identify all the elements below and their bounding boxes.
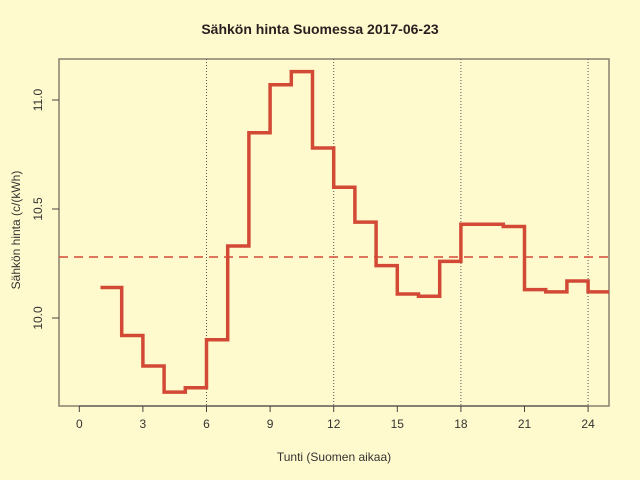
chart-title: Sähkön hinta Suomessa 2017-06-23	[201, 21, 439, 37]
price-step-line	[100, 69, 609, 394]
y-tick-label: 10.0	[31, 306, 45, 330]
x-tick-label: 15	[391, 417, 405, 431]
x-tick-label: 24	[581, 417, 595, 431]
x-tick-label: 9	[267, 417, 274, 431]
y-axis-ticks: 10.0 10.5 11.0	[31, 88, 59, 330]
vertical-gridlines	[206, 59, 589, 406]
x-tick-label: 12	[327, 417, 341, 431]
y-tick-label: 11.0	[31, 88, 45, 111]
x-tick-label: 6	[203, 417, 210, 431]
x-tick-label: 3	[140, 417, 147, 431]
x-axis-label: Tunti (Suomen aikaa)	[276, 450, 392, 464]
x-tick-label: 18	[454, 417, 468, 431]
x-axis-ticks: 0 3 6 9 12 15 18 21 24	[76, 405, 595, 431]
x-tick-label: 0	[76, 417, 83, 431]
x-tick-label: 21	[518, 417, 532, 431]
y-tick-label: 10.5	[31, 197, 45, 221]
